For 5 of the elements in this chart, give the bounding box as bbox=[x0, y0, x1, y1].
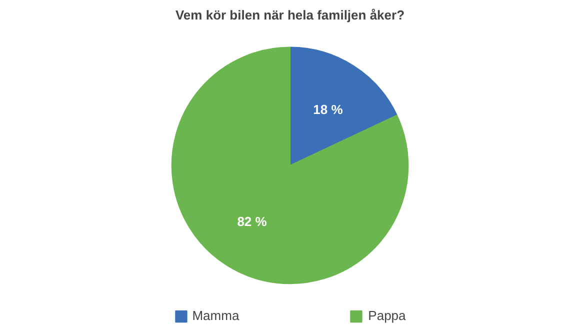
legend-label: Pappa bbox=[368, 308, 406, 323]
legend-label: Mamma bbox=[192, 308, 240, 323]
chart-title: Vem kör bilen när hela familjen åker? bbox=[175, 8, 405, 22]
data-label: 18 % bbox=[313, 102, 344, 118]
data-label: 82 % bbox=[237, 214, 268, 229]
